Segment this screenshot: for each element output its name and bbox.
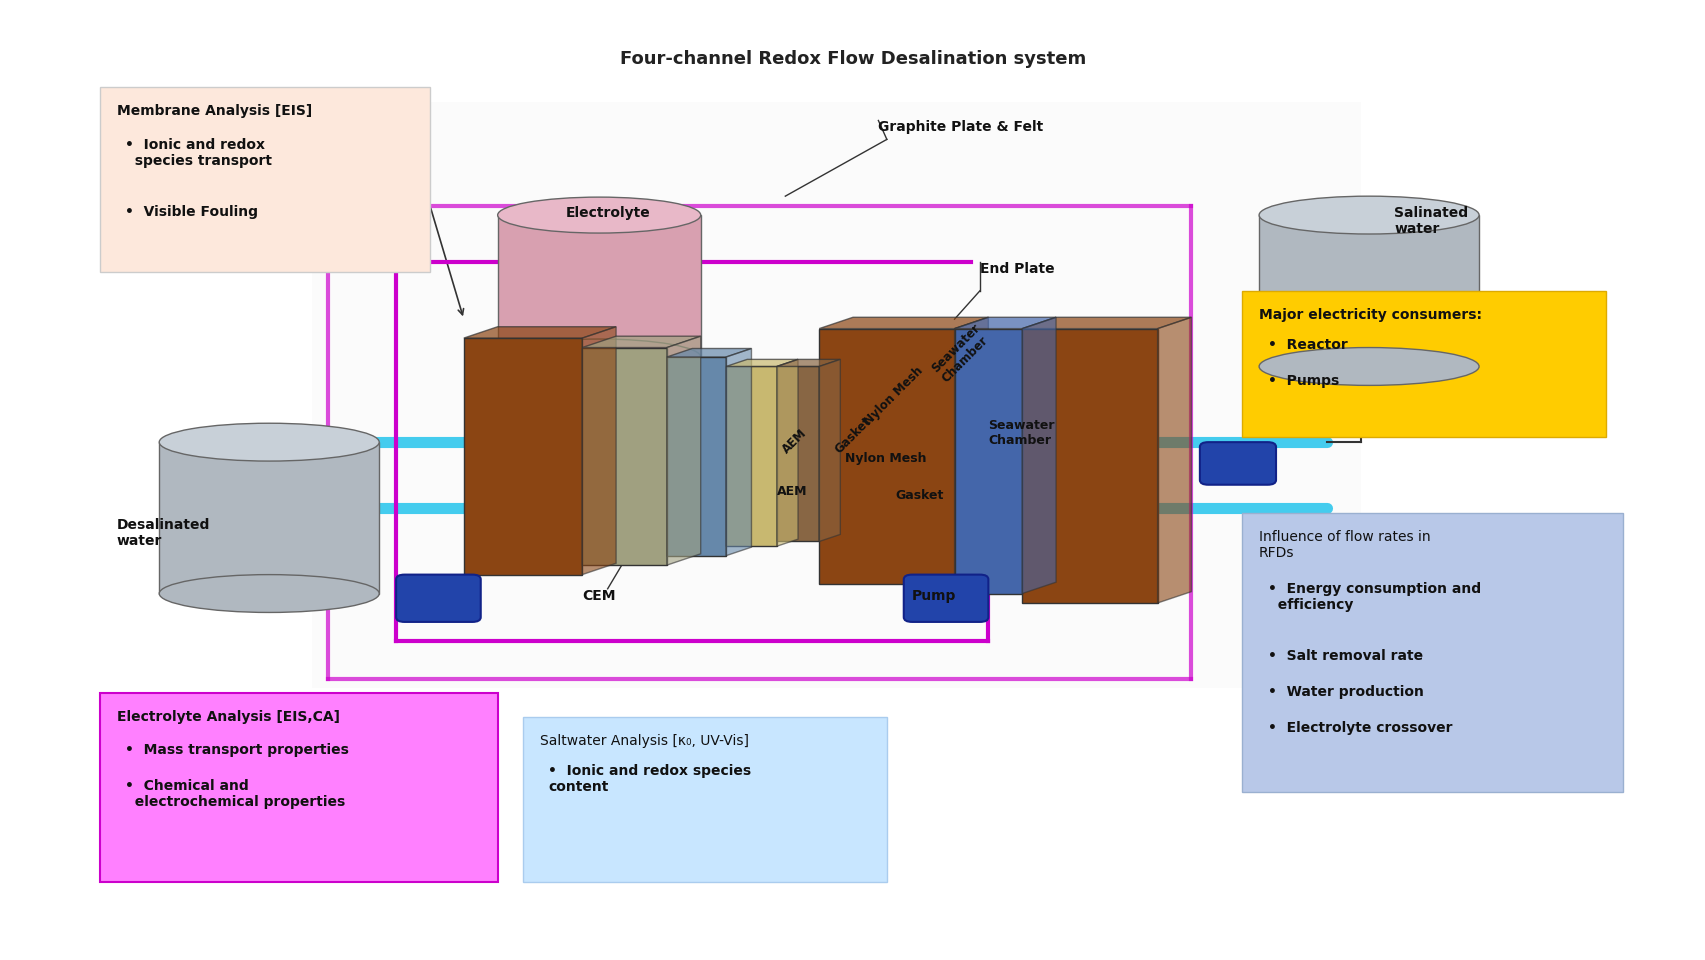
Polygon shape: [818, 328, 955, 584]
FancyBboxPatch shape: [1199, 443, 1275, 485]
Text: •  Electrolyte crossover: • Electrolyte crossover: [1267, 721, 1451, 735]
Text: •  Chemical and
  electrochemical properties: • Chemical and electrochemical propertie…: [126, 779, 346, 809]
Text: Seawater
Chamber: Seawater Chamber: [929, 322, 992, 385]
Text: Pump: Pump: [912, 588, 957, 603]
Polygon shape: [726, 367, 776, 546]
Text: Desalinated
water: Desalinated water: [118, 517, 210, 548]
Polygon shape: [955, 328, 1021, 593]
Text: •  Pumps: • Pumps: [1267, 374, 1338, 388]
Text: Saltwater Analysis [κ₀, UV-Vis]: Saltwater Analysis [κ₀, UV-Vis]: [540, 733, 748, 748]
FancyBboxPatch shape: [312, 102, 1361, 688]
Text: Gasket: Gasket: [895, 490, 943, 502]
Text: AEM: AEM: [776, 485, 806, 497]
Polygon shape: [498, 215, 701, 357]
Text: Four-channel Redox Flow Desalination system: Four-channel Redox Flow Desalination sys…: [619, 50, 1086, 67]
Polygon shape: [1258, 215, 1478, 367]
Polygon shape: [818, 359, 841, 541]
Ellipse shape: [498, 197, 701, 233]
Polygon shape: [955, 317, 987, 584]
Text: AEM: AEM: [779, 427, 810, 456]
Text: Seawater
Chamber: Seawater Chamber: [987, 419, 1054, 446]
Ellipse shape: [159, 575, 379, 612]
Text: •  Water production: • Water production: [1267, 685, 1422, 699]
FancyBboxPatch shape: [1241, 291, 1604, 438]
Text: •  Energy consumption and
  efficiency: • Energy consumption and efficiency: [1267, 582, 1480, 612]
Text: Electrolyte Analysis [EIS,CA]: Electrolyte Analysis [EIS,CA]: [118, 709, 339, 724]
Text: Gasket: Gasket: [832, 415, 873, 456]
Ellipse shape: [498, 339, 701, 375]
Text: Nylon Mesh: Nylon Mesh: [861, 364, 924, 428]
Polygon shape: [1021, 328, 1158, 603]
FancyBboxPatch shape: [101, 693, 498, 882]
Text: •  Ionic and redox species
content: • Ionic and redox species content: [547, 764, 752, 794]
Polygon shape: [581, 336, 701, 348]
Text: Membrane Analysis [EIS]: Membrane Analysis [EIS]: [118, 105, 312, 118]
Polygon shape: [726, 359, 798, 367]
Text: Major electricity consumers:: Major electricity consumers:: [1258, 308, 1482, 322]
Ellipse shape: [159, 423, 379, 461]
Polygon shape: [667, 348, 750, 357]
Polygon shape: [159, 443, 379, 593]
Text: •  Mass transport properties: • Mass transport properties: [126, 743, 350, 757]
Ellipse shape: [1258, 196, 1478, 234]
Polygon shape: [464, 326, 616, 338]
Polygon shape: [581, 348, 667, 565]
FancyBboxPatch shape: [904, 575, 987, 622]
Text: Salinated
water: Salinated water: [1393, 205, 1468, 236]
Polygon shape: [1158, 317, 1190, 603]
Text: Influence of flow rates in
RFDs: Influence of flow rates in RFDs: [1258, 530, 1430, 561]
FancyBboxPatch shape: [523, 716, 887, 882]
Text: •  Reactor: • Reactor: [1267, 338, 1347, 352]
Polygon shape: [667, 357, 726, 556]
Text: •  Ionic and redox
  species transport: • Ionic and redox species transport: [126, 137, 273, 168]
Polygon shape: [776, 359, 798, 546]
Polygon shape: [1021, 317, 1190, 328]
Polygon shape: [776, 359, 841, 367]
Polygon shape: [776, 367, 818, 541]
FancyBboxPatch shape: [396, 575, 481, 622]
Text: CEM: CEM: [581, 588, 616, 603]
Text: Electrolyte: Electrolyte: [564, 205, 650, 220]
Polygon shape: [667, 336, 701, 565]
Polygon shape: [955, 317, 1055, 328]
Polygon shape: [581, 326, 616, 575]
FancyBboxPatch shape: [1241, 513, 1621, 792]
Text: Graphite Plate & Felt: Graphite Plate & Felt: [878, 120, 1043, 134]
Text: End Plate: End Plate: [979, 262, 1054, 276]
Polygon shape: [464, 338, 581, 575]
Ellipse shape: [1258, 348, 1478, 385]
Text: •  Visible Fouling: • Visible Fouling: [126, 204, 257, 219]
Polygon shape: [818, 317, 987, 328]
Polygon shape: [726, 348, 750, 556]
FancyBboxPatch shape: [101, 87, 430, 272]
Polygon shape: [1021, 317, 1055, 593]
Text: Nylon Mesh: Nylon Mesh: [844, 451, 926, 465]
Text: •  Salt removal rate: • Salt removal rate: [1267, 649, 1422, 663]
